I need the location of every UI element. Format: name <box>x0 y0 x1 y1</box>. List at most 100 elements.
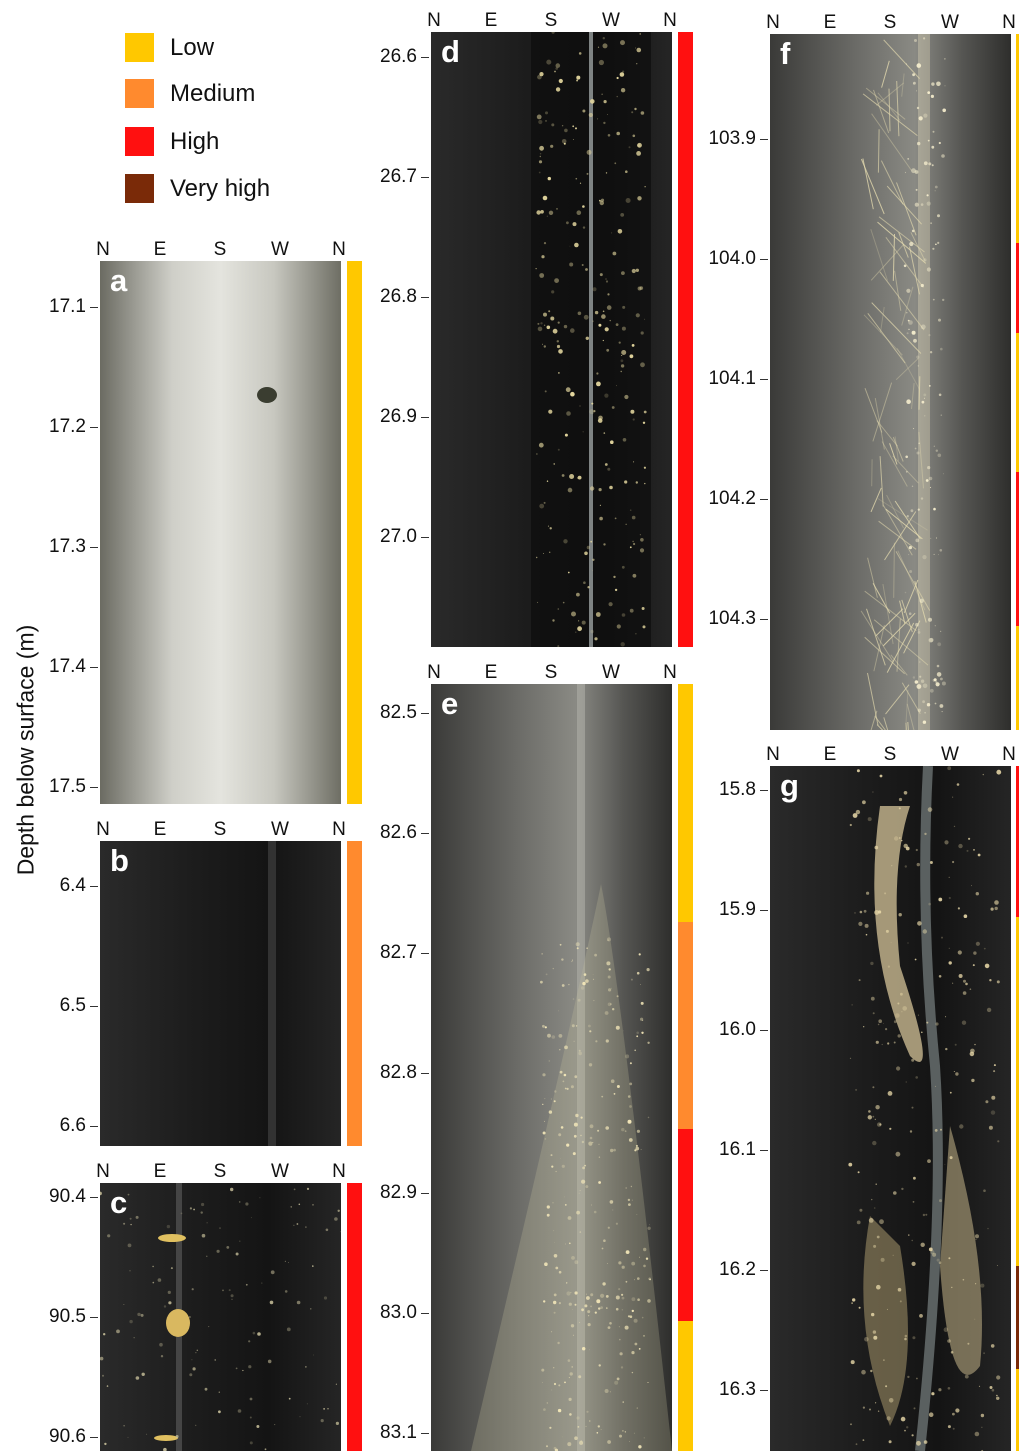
panel-letter: b <box>110 843 129 878</box>
depth-label: 26.8 <box>380 286 417 307</box>
depth-tick <box>421 1193 429 1194</box>
risk-segment <box>1016 242 1019 334</box>
compass-label: W <box>271 239 289 260</box>
compass-label: W <box>271 1161 289 1182</box>
risk-bar-a <box>347 261 362 804</box>
depth-label: 103.9 <box>708 128 756 149</box>
depth-label: 17.3 <box>49 536 86 557</box>
depth-label: 27.0 <box>380 526 417 547</box>
depth-label: 17.2 <box>49 416 86 437</box>
compass-label: S <box>544 10 558 31</box>
compass-label: E <box>153 819 167 840</box>
depth-label: 82.9 <box>380 1182 417 1203</box>
depth-tick <box>90 547 98 548</box>
depth-tick <box>90 667 98 668</box>
depth-tick <box>421 1313 429 1314</box>
compass-label: N <box>663 662 677 683</box>
depth-tick <box>421 297 429 298</box>
risk-bar-c <box>347 1183 362 1451</box>
compass-label: N <box>766 12 780 33</box>
depth-tick <box>760 1270 768 1271</box>
borehole-image-b: b <box>100 841 341 1146</box>
risk-segment <box>1016 625 1019 730</box>
depth-label: 16.3 <box>719 1379 756 1400</box>
compass-label: N <box>663 10 677 31</box>
depth-tick <box>760 619 768 620</box>
compass-label: N <box>332 819 346 840</box>
risk-segment <box>1016 472 1019 627</box>
depth-tick <box>90 1126 98 1127</box>
risk-segment <box>678 921 693 1130</box>
risk-segment <box>1016 1266 1019 1370</box>
depth-label: 82.8 <box>380 1062 417 1083</box>
compass-label: S <box>213 1161 227 1182</box>
compass-label: W <box>941 12 959 33</box>
depth-label: 90.5 <box>49 1306 86 1327</box>
depth-tick <box>760 790 768 791</box>
depth-label: 82.5 <box>380 702 417 723</box>
depth-tick <box>90 307 98 308</box>
depth-tick <box>760 910 768 911</box>
risk-segment <box>347 841 362 1146</box>
depth-tick <box>421 57 429 58</box>
borehole-image-e: e <box>431 684 672 1451</box>
borehole-image-f: f <box>770 34 1011 730</box>
depth-label: 26.7 <box>380 166 417 187</box>
depth-tick <box>421 417 429 418</box>
panel-letter: g <box>780 768 799 803</box>
depth-label: 17.1 <box>49 296 86 317</box>
compass-label: W <box>271 819 289 840</box>
depth-tick <box>421 1073 429 1074</box>
compass-label: W <box>602 662 620 683</box>
compass-label: S <box>544 662 558 683</box>
compass-label: S <box>213 239 227 260</box>
compass-label: N <box>96 1161 110 1182</box>
risk-bar-d <box>678 32 693 647</box>
risk-segment <box>1016 34 1019 244</box>
compass-label: N <box>427 662 441 683</box>
compass-label: W <box>941 744 959 765</box>
compass-label: E <box>823 12 837 33</box>
borehole-image-d: d <box>431 32 672 647</box>
risk-segment <box>347 1183 362 1451</box>
depth-label: 17.5 <box>49 776 86 797</box>
depth-tick <box>421 713 429 714</box>
risk-bar-e <box>678 684 693 1451</box>
risk-segment <box>1016 916 1019 1267</box>
legend-label-medium: Medium <box>170 80 256 107</box>
compass-label: N <box>766 744 780 765</box>
compass-label: S <box>883 12 897 33</box>
depth-tick <box>90 1197 98 1198</box>
risk-bar-b <box>347 841 362 1146</box>
compass-label: N <box>332 239 346 260</box>
compass-label: E <box>823 744 837 765</box>
depth-tick <box>760 499 768 500</box>
legend-label-very-high: Very high <box>170 175 271 202</box>
depth-label: 15.8 <box>719 779 756 800</box>
depth-tick <box>760 139 768 140</box>
depth-tick <box>421 537 429 538</box>
compass-label: N <box>1002 744 1016 765</box>
depth-label: 6.4 <box>59 875 86 896</box>
depth-tick <box>90 427 98 428</box>
depth-tick <box>421 177 429 178</box>
depth-label: 16.0 <box>719 1019 756 1040</box>
depth-tick <box>90 1317 98 1318</box>
depth-label: 104.1 <box>708 368 756 389</box>
compass-label: S <box>213 819 227 840</box>
compass-label: E <box>484 10 498 31</box>
panel-letter: a <box>110 263 128 298</box>
borehole-image-a: a <box>100 261 341 804</box>
risk-bar-g <box>1016 766 1019 1451</box>
risk-segment <box>678 32 693 647</box>
depth-tick <box>90 1437 98 1438</box>
compass-label: E <box>484 662 498 683</box>
depth-label: 82.7 <box>380 942 417 963</box>
risk-segment <box>1016 766 1019 918</box>
depth-tick <box>421 953 429 954</box>
